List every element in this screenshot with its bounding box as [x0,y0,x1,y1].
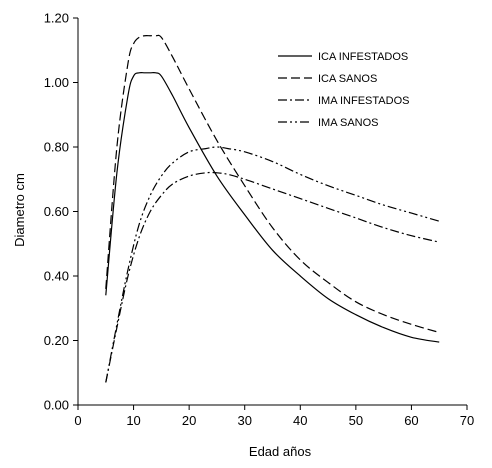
y-tick-label: 1.20 [44,11,69,26]
legend-label-ima-infestados: IMA INFESTADOS [318,95,409,107]
series-line-ica-sanos [105,34,440,334]
x-tick-label: 40 [293,413,307,428]
x-tick-label: 50 [349,413,363,428]
y-tick-label: 0.60 [44,204,69,219]
y-tick-label: 0.80 [44,140,69,155]
y-tick-label: 0.00 [44,398,69,413]
x-tick-label: 10 [126,413,140,428]
axes: 0 10 20 30 40 50 60 70 0.00 0.20 0.40 0.60 0.80 1.00 1… [44,11,475,429]
y-tick-label: 0.40 [44,269,69,284]
legend-label-ica-sanos: ICA SANOS [318,73,377,85]
x-tick-label: 20 [182,413,196,428]
legend: ICA INFESTADOS ICA SANOS IMA INFESTADOS IMA… [278,51,409,129]
x-tick-label: 30 [237,413,251,428]
legend-label-ica-infestados: ICA INFESTADOS [318,51,408,63]
x-tick-label: 60 [404,413,418,428]
y-tick-label: 1.00 [44,75,69,90]
x-axis-label: Edad años [249,444,312,459]
series-line-ica-infestados [105,71,440,343]
x-tick-label: 0 [74,413,81,428]
y-tick-label: 0.20 [44,333,69,348]
legend-label-ima-sanos: IMA SANOS [318,117,379,129]
series-line-ima-sanos [105,146,440,383]
series-layer [105,34,440,383]
y-axis-label: Diametro cm [12,173,27,247]
series-line-ima-infestados [105,171,440,383]
x-tick-label: 70 [460,413,474,428]
